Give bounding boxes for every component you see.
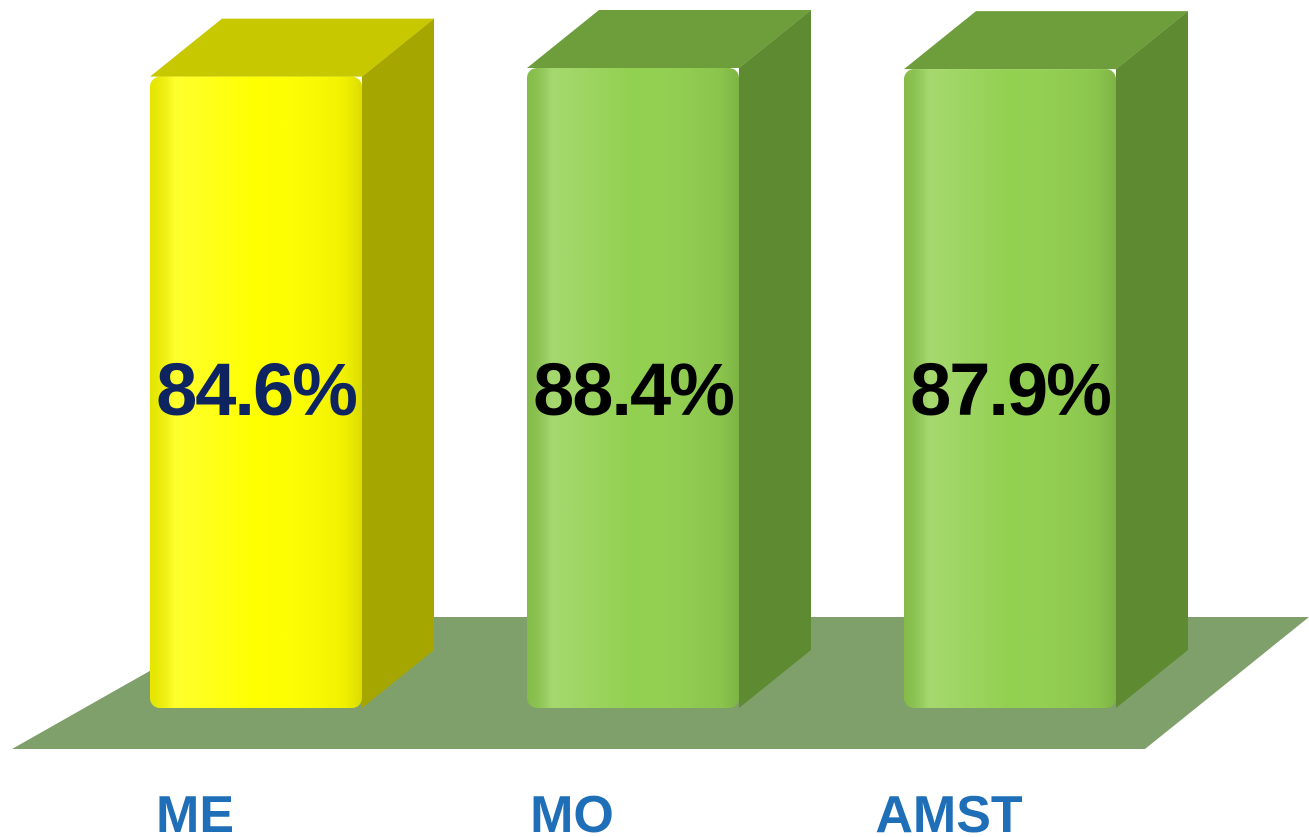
bar-me (150, 18, 434, 708)
bar-side-face (362, 18, 434, 708)
bar-side-face (739, 10, 811, 708)
category-label: ME (156, 786, 234, 837)
bar-side-face (1116, 11, 1188, 708)
bar-value-label: 88.4% (533, 348, 733, 431)
bar-top-face (904, 11, 1188, 70)
bar-front-shading (904, 69, 1116, 708)
bar-top-face (150, 18, 434, 77)
category-label: AMST (875, 786, 1023, 837)
bar-mo (527, 10, 811, 708)
bar-front-shading (150, 76, 362, 708)
bar-amst (904, 11, 1188, 708)
bar-value-label: 84.6% (156, 348, 356, 431)
bar-front-shading (527, 68, 739, 708)
bar-top-face (527, 10, 811, 68)
bar-value-label: 87.9% (910, 348, 1110, 431)
category-label: MO (530, 786, 614, 837)
